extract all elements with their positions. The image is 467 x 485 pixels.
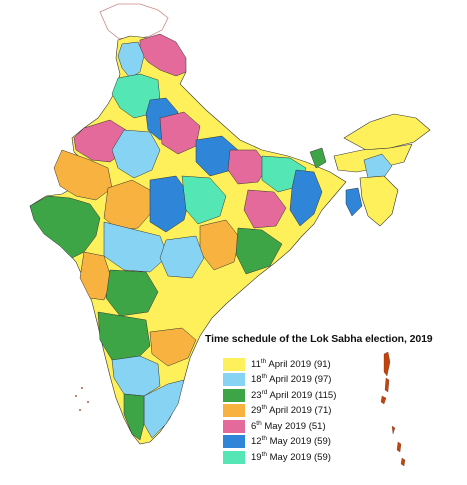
legend-swatch	[223, 435, 245, 448]
region-rajasthan-e	[111, 129, 161, 179]
region-odisha	[235, 227, 283, 275]
legend-swatch	[223, 373, 245, 386]
legend-day-suffix: th	[260, 357, 267, 365]
legend: Time schedule of the Lok Sabha election,…	[205, 333, 460, 464]
region-ne-arunachal	[343, 113, 431, 151]
legend-day-suffix: th	[256, 419, 262, 427]
legend-item: 11th April 2019 (91)	[223, 357, 331, 371]
legend-day-suffix: th	[261, 435, 267, 442]
legend-label: 19th May 2019 (59)	[251, 450, 331, 463]
legend-item: 12th May 2019 (59)	[223, 435, 331, 449]
region-gujarat	[29, 195, 101, 259]
legend-item: 18th April 2019 (97)	[223, 373, 331, 387]
region-tn	[143, 379, 185, 439]
legend-day-suffix: rd	[261, 388, 268, 396]
region-ne-south	[359, 175, 399, 227]
legend-date-rest: May 2019 (51)	[261, 420, 326, 432]
legend-date-rest: May 2019 (59)	[267, 436, 331, 447]
region-karnataka-s	[111, 355, 161, 397]
legend-date-rest: April 2019 (97)	[267, 374, 332, 385]
region-maharashtra-e	[159, 235, 205, 279]
legend-day: 11	[251, 358, 261, 370]
region-up-e	[227, 149, 269, 185]
legend-label: 23rd April 2019 (115)	[251, 388, 337, 401]
region-disputed-north	[99, 3, 169, 41]
legend-day: 6	[251, 420, 257, 432]
legend-item: 23rd April 2019 (115)	[223, 388, 336, 402]
region-maharashtra-w	[79, 251, 113, 301]
legend-label: 12th May 2019 (59)	[251, 435, 331, 447]
region-sikkim	[309, 147, 327, 169]
region-maharashtra-c	[105, 269, 159, 317]
legend-day: 18	[251, 374, 262, 385]
legend-label: 18th April 2019 (97)	[251, 373, 332, 385]
legend-item: 6th May 2019 (51)	[223, 419, 326, 433]
legend-day: 29	[251, 405, 262, 416]
legend-date-rest: April 2019 (71)	[267, 405, 332, 416]
region-wb	[289, 169, 323, 227]
legend-swatch	[223, 404, 245, 417]
region-ne-tripura	[345, 187, 363, 217]
legend-date-rest: May 2019 (59)	[267, 451, 331, 463]
legend-day-suffix: th	[261, 450, 267, 458]
legend-date-rest: April 2019 (91)	[266, 358, 331, 370]
legend-swatch	[223, 450, 245, 464]
legend-swatch	[223, 419, 245, 433]
region-maharashtra-n	[103, 221, 169, 273]
legend-day: 12	[251, 436, 262, 447]
legend-date-rest: April 2019 (115)	[267, 389, 337, 401]
legend-day: 23	[251, 389, 262, 401]
region-andaman-islands	[380, 351, 406, 467]
region-mp-e	[181, 175, 227, 225]
legend-swatch	[223, 357, 245, 371]
region-andhra-s	[149, 327, 197, 367]
legend-day: 19	[251, 451, 262, 463]
region-mp-c	[149, 175, 191, 233]
region-ne-assam-blue	[363, 153, 393, 181]
legend-label: 6th May 2019 (51)	[251, 419, 326, 432]
region-kerala	[123, 393, 145, 441]
region-rajasthan-s	[53, 149, 113, 201]
region-karnataka-n	[97, 311, 151, 363]
legend-label: 11th April 2019 (91)	[251, 357, 331, 370]
region-lakshadweep	[75, 387, 89, 411]
legend-item: 29th April 2019 (71)	[223, 404, 331, 418]
region-jharkhand	[243, 189, 287, 229]
legend-day-suffix: th	[261, 404, 267, 411]
legend-label: 29th April 2019 (71)	[251, 404, 332, 416]
region-mp-w	[103, 179, 153, 231]
legend-swatch	[223, 388, 245, 402]
legend-day-suffix: th	[261, 373, 267, 380]
legend-title: Time schedule of the Lok Sabha election,…	[205, 333, 433, 345]
legend-item: 19th May 2019 (59)	[223, 450, 331, 464]
